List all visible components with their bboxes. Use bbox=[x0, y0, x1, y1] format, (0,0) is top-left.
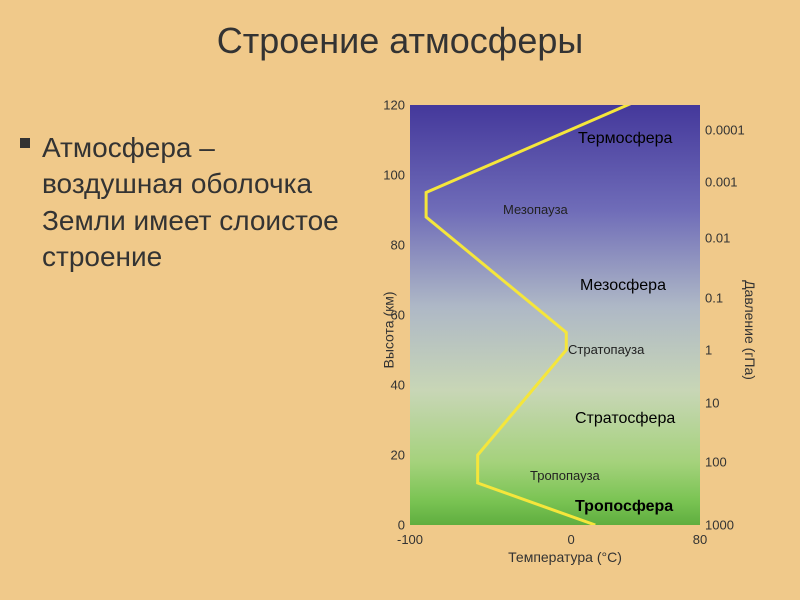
y-tick: 40 bbox=[370, 378, 405, 393]
x-tick: 80 bbox=[693, 532, 707, 547]
definition-block: Атмосфера – воздушная оболочка Земли име… bbox=[20, 130, 340, 276]
temperature-line bbox=[410, 105, 700, 525]
y-tick: 0 bbox=[370, 518, 405, 533]
pause-label: Мезопауза bbox=[503, 202, 568, 217]
layer-label: Стратосфера bbox=[575, 410, 675, 428]
definition-text: Атмосфера – воздушная оболочка Земли име… bbox=[42, 130, 340, 276]
y2-tick: 1 bbox=[705, 343, 755, 358]
layer-label: Тропосфера bbox=[575, 498, 673, 516]
y2-tick: 0.01 bbox=[705, 231, 755, 246]
x-tick: -100 bbox=[397, 532, 423, 547]
y2-tick: 0.0001 bbox=[705, 122, 755, 137]
y-tick: 60 bbox=[370, 308, 405, 323]
y2-tick: 100 bbox=[705, 455, 755, 470]
x-axis-label: Температура (°C) bbox=[508, 549, 622, 565]
plot-area: 020406080100120 10001001010.10.010.0010.… bbox=[410, 105, 700, 525]
bullet-icon bbox=[20, 138, 30, 148]
layer-label: Мезосфера bbox=[580, 277, 666, 295]
x-tick: 0 bbox=[567, 532, 574, 547]
layer-label: Термосфера bbox=[578, 130, 672, 148]
y-axis-label: Высота (км) bbox=[381, 291, 397, 368]
y2-tick: 0.1 bbox=[705, 290, 755, 305]
y-tick: 20 bbox=[370, 448, 405, 463]
page-title: Строение атмосферы bbox=[0, 0, 800, 62]
pause-label: Стратопауза bbox=[568, 342, 644, 357]
y-tick: 120 bbox=[370, 98, 405, 113]
pause-label: Тропопауза bbox=[530, 468, 600, 483]
y-tick: 80 bbox=[370, 238, 405, 253]
y2-tick: 10 bbox=[705, 395, 755, 410]
atmosphere-chart: Высота (км) Давление (гПа) Температура (… bbox=[350, 95, 780, 565]
y2-tick: 0.001 bbox=[705, 175, 755, 190]
y2-tick: 1000 bbox=[705, 518, 755, 533]
y-tick: 100 bbox=[370, 168, 405, 183]
